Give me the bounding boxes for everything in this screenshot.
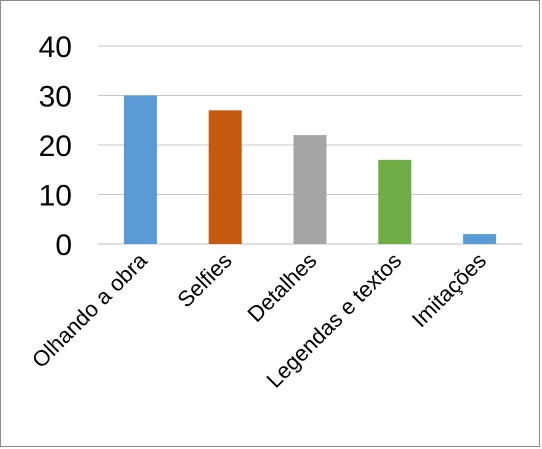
y-tick-label: 20 <box>39 130 72 163</box>
x-tick-label: Imitações <box>407 248 491 332</box>
bar-3 <box>293 135 327 244</box>
bar-4 <box>378 159 412 244</box>
y-tick-label: 40 <box>39 31 72 64</box>
y-tick-label: 0 <box>55 229 72 262</box>
x-tick-label: Detalhes <box>242 248 321 327</box>
bar-2 <box>208 110 242 244</box>
x-tick-label: Selfies <box>172 248 236 312</box>
bar-5 <box>463 234 497 244</box>
y-tick-label: 10 <box>39 180 72 213</box>
y-tick-label: 30 <box>39 81 72 114</box>
x-tick-label: Olhando a obra <box>27 247 152 372</box>
bar-1 <box>123 95 157 244</box>
